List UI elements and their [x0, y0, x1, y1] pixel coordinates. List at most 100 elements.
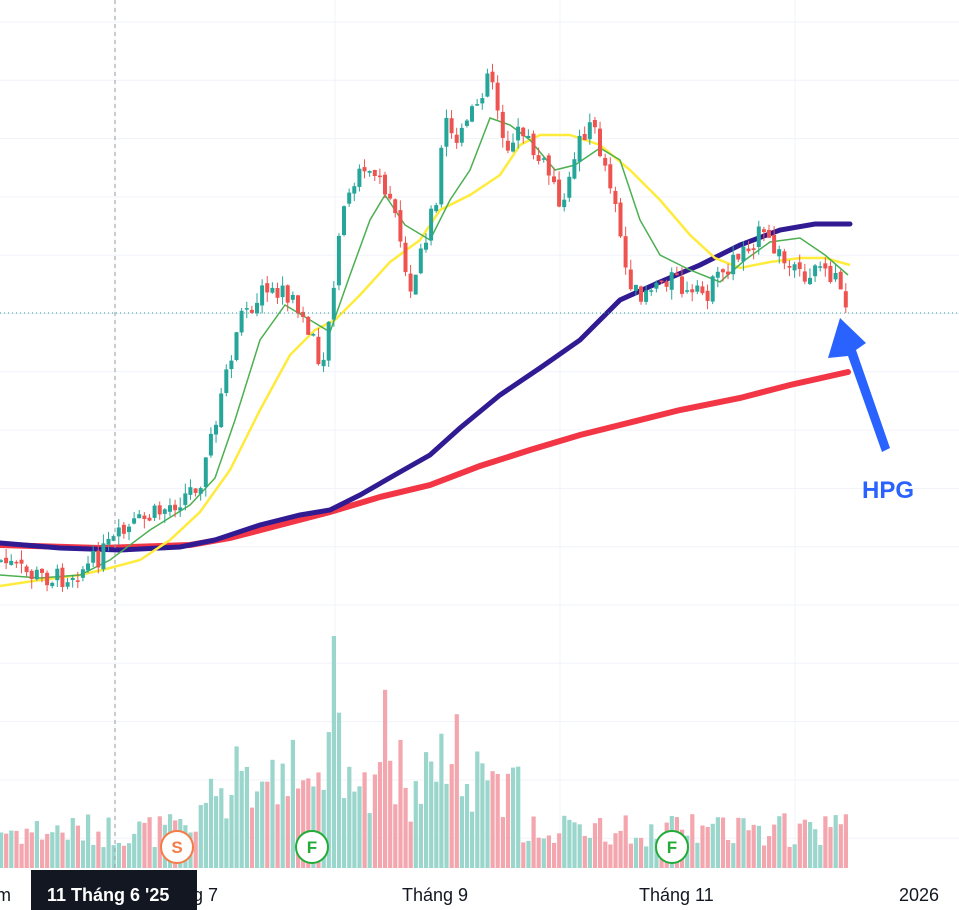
- candle-body: [168, 505, 172, 512]
- candle-body: [260, 285, 265, 306]
- event-badge-f[interactable]: F: [295, 830, 329, 864]
- volume-bar: [526, 840, 531, 868]
- volume-bar: [45, 833, 50, 868]
- candle-body: [444, 117, 449, 147]
- volume-bar: [285, 796, 290, 868]
- volume-bar: [736, 817, 741, 868]
- candle-body: [24, 566, 29, 573]
- candle-body: [802, 271, 807, 282]
- volume-bar: [9, 830, 14, 868]
- candle-body: [531, 133, 536, 156]
- volume-bar: [70, 818, 75, 868]
- candle-body: [500, 111, 505, 138]
- volume-bar: [91, 844, 96, 868]
- volume-bar: [444, 783, 449, 868]
- candle-body: [669, 272, 674, 290]
- candle-body: [234, 332, 239, 360]
- candle-body: [393, 199, 398, 214]
- volume-bar: [75, 825, 80, 868]
- volume-bar: [260, 781, 265, 868]
- candle-body: [403, 242, 408, 273]
- volume-bar: [357, 786, 362, 868]
- candle-body: [106, 538, 111, 545]
- volume-bar: [50, 832, 55, 868]
- volume-bar: [280, 763, 285, 868]
- candle-body: [0, 560, 3, 562]
- volume-bar: [4, 833, 9, 868]
- candle-body: [301, 311, 306, 317]
- candle-body: [833, 273, 838, 280]
- volume-bar: [557, 833, 562, 868]
- volume-bar: [137, 821, 142, 868]
- candle-body: [290, 295, 295, 300]
- candle-body: [367, 171, 372, 173]
- event-badge-letter: S: [171, 838, 182, 857]
- candle-body: [516, 126, 521, 141]
- volume-bar: [234, 746, 239, 868]
- volume-bar: [690, 814, 695, 868]
- volume-bar: [229, 795, 234, 868]
- candle-body: [429, 208, 434, 241]
- candle-body: [40, 568, 44, 573]
- volume-bar: [65, 839, 70, 868]
- x-tick-label: Tháng 11: [639, 885, 714, 905]
- candle-body: [65, 582, 70, 587]
- ma-fast-line: [0, 117, 849, 579]
- candle-body: [741, 246, 746, 262]
- candle-body: [475, 104, 480, 106]
- volume-bar: [270, 759, 275, 868]
- volume-bar: [516, 766, 521, 868]
- volume-bar: [388, 760, 393, 868]
- candle-body: [526, 135, 531, 139]
- volume-bar: [321, 789, 326, 868]
- volume-bar: [828, 827, 833, 868]
- volume-bar: [802, 819, 807, 868]
- volume-bar: [19, 843, 24, 868]
- candle-body: [178, 507, 183, 511]
- volume-bar: [485, 780, 490, 868]
- candle-body: [618, 202, 623, 237]
- candle-body: [536, 155, 541, 161]
- candle-body: [726, 271, 730, 275]
- volume-bar: [623, 815, 628, 868]
- candle-body: [587, 122, 592, 140]
- candle-body: [193, 488, 198, 493]
- candle-body: [674, 273, 679, 276]
- volume-bar: [608, 844, 613, 868]
- volume-bar: [761, 845, 767, 868]
- volume-bar: [767, 836, 772, 868]
- candle-body: [838, 271, 843, 290]
- volume-bar: [60, 832, 65, 868]
- volume-bar: [306, 778, 311, 868]
- volume-bar: [592, 823, 598, 868]
- candle-body: [306, 316, 311, 335]
- volume-bar: [275, 804, 280, 868]
- candle-body: [567, 176, 572, 198]
- candle-body: [546, 155, 551, 176]
- volume-bar: [24, 828, 29, 868]
- volume-bar: [331, 636, 336, 868]
- candle-body: [219, 393, 224, 428]
- volume-bar: [377, 762, 383, 868]
- volume-bar: [193, 831, 198, 868]
- annotation-arrow: [828, 318, 890, 452]
- volume-bar: [362, 772, 367, 868]
- volume-bar: [106, 817, 111, 868]
- volume-bar: [459, 796, 464, 868]
- candle-body: [383, 174, 387, 195]
- candle-body: [347, 192, 352, 204]
- candle-body: [557, 179, 562, 207]
- candle-body: [96, 550, 101, 568]
- candle-body: [116, 527, 121, 537]
- x-tick-label: 2026: [899, 885, 939, 905]
- volume-bar: [808, 822, 813, 868]
- event-badge-f[interactable]: F: [655, 830, 689, 864]
- candle-body: [198, 488, 203, 494]
- volume-bar: [818, 845, 823, 868]
- volume-bar: [203, 802, 208, 868]
- event-badge-s[interactable]: S: [160, 830, 194, 864]
- candle-body: [162, 509, 167, 514]
- volume-bar: [792, 844, 797, 868]
- candle-body: [756, 226, 761, 247]
- volume-bar: [587, 837, 592, 868]
